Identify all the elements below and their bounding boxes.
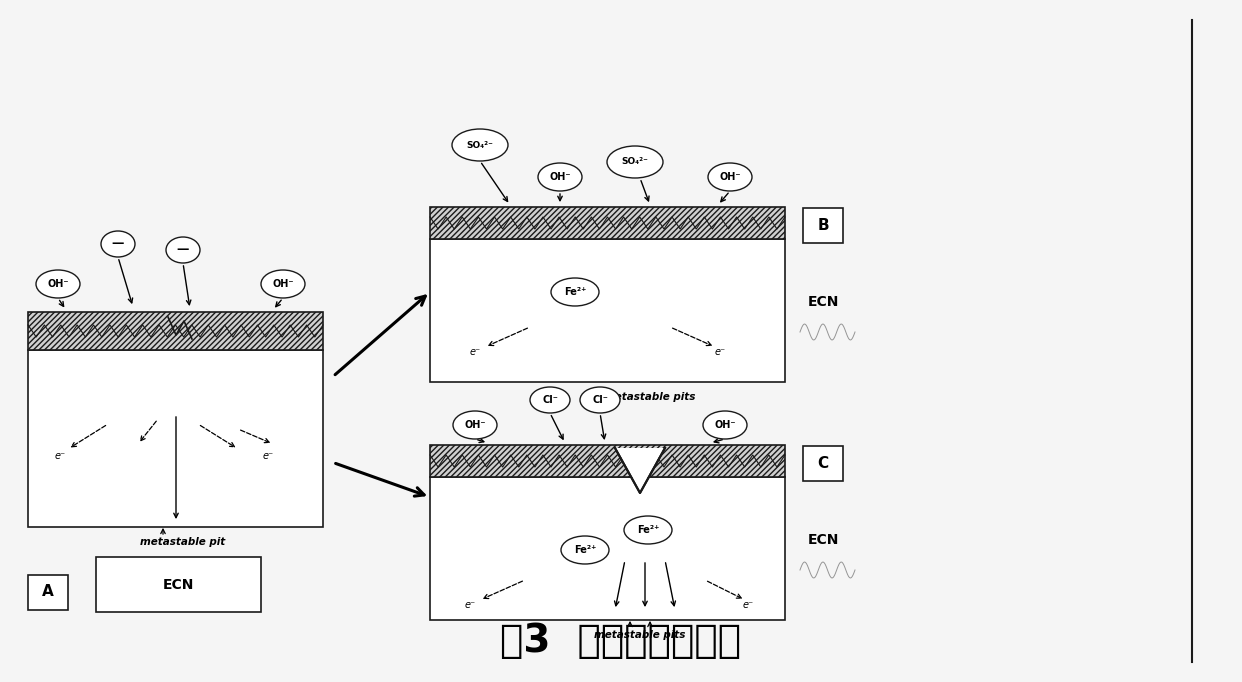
Text: —: — (176, 243, 189, 256)
Bar (430, 239, 785, 382)
Text: Fe²⁺: Fe²⁺ (564, 287, 586, 297)
Ellipse shape (561, 536, 609, 564)
Ellipse shape (708, 163, 751, 191)
Text: e⁻: e⁻ (743, 600, 754, 610)
Text: Cl⁻: Cl⁻ (542, 395, 558, 405)
Ellipse shape (166, 237, 200, 263)
Text: e⁻: e⁻ (262, 451, 273, 461)
Bar (29, 312, 323, 350)
Text: Fe²⁺: Fe²⁺ (574, 545, 596, 555)
Text: OH⁻: OH⁻ (714, 420, 735, 430)
Text: ECN: ECN (807, 295, 838, 309)
Text: e⁻: e⁻ (469, 347, 481, 357)
Bar (96, 557, 261, 612)
Text: SO₄²⁻: SO₄²⁻ (621, 158, 648, 166)
Bar (430, 477, 785, 620)
Text: B: B (817, 218, 828, 233)
Bar (29, 574, 68, 610)
Text: SO₄²⁻: SO₄²⁻ (467, 140, 493, 149)
Text: ECN: ECN (807, 533, 838, 547)
Text: OH⁻: OH⁻ (719, 172, 740, 182)
Ellipse shape (36, 270, 79, 298)
Ellipse shape (623, 516, 672, 544)
Ellipse shape (453, 411, 497, 439)
Polygon shape (616, 448, 664, 491)
Text: metastable pits: metastable pits (605, 392, 696, 402)
Text: C: C (817, 456, 828, 471)
Text: OH⁻: OH⁻ (47, 279, 68, 289)
Bar (430, 445, 785, 477)
Text: OH⁻: OH⁻ (272, 279, 294, 289)
Bar (804, 207, 843, 243)
Ellipse shape (580, 387, 620, 413)
Text: e⁻: e⁻ (465, 600, 476, 610)
Text: 图3  电化学噪声技术: 图3 电化学噪声技术 (501, 622, 741, 660)
Text: OH⁻: OH⁻ (549, 172, 571, 182)
Text: OH⁻: OH⁻ (465, 420, 486, 430)
Ellipse shape (607, 146, 663, 178)
Ellipse shape (703, 411, 746, 439)
Ellipse shape (101, 231, 135, 257)
Text: e⁻: e⁻ (55, 451, 66, 461)
Text: ECN: ECN (163, 578, 194, 592)
Text: metastable pits: metastable pits (595, 630, 686, 640)
Ellipse shape (452, 129, 508, 161)
Bar (430, 207, 785, 239)
Ellipse shape (551, 278, 599, 306)
Bar (804, 445, 843, 481)
Text: —: — (112, 237, 124, 250)
Bar (29, 350, 323, 527)
Ellipse shape (261, 270, 306, 298)
Ellipse shape (530, 387, 570, 413)
Text: A: A (42, 584, 53, 599)
Ellipse shape (538, 163, 582, 191)
Text: Fe²⁺: Fe²⁺ (637, 525, 660, 535)
Text: metastable pit: metastable pit (140, 537, 226, 547)
Text: e⁻: e⁻ (714, 347, 725, 357)
Text: Cl⁻: Cl⁻ (592, 395, 607, 405)
